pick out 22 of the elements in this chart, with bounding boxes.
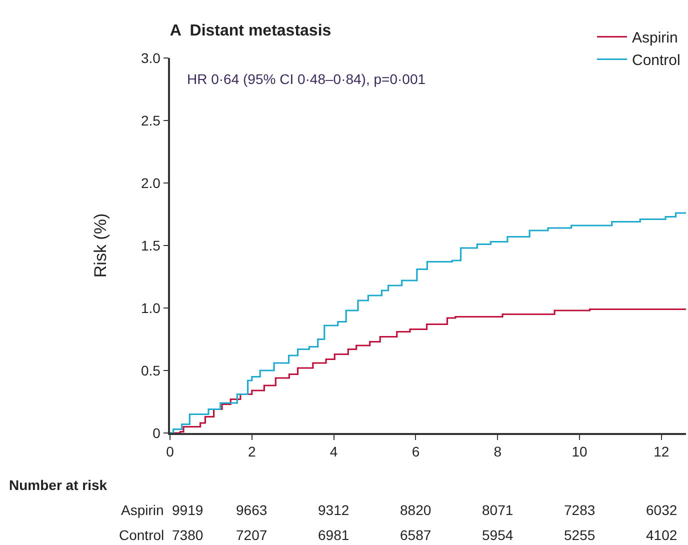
y-tick-label: 3.0 (140, 50, 161, 66)
legend-label: Control (632, 52, 680, 70)
x-tick-label: 0 (166, 444, 174, 460)
x-tick-label: 8 (494, 444, 502, 460)
y-tick-label: 0.5 (140, 362, 161, 378)
x-tick-label: 4 (330, 444, 338, 460)
y-axis-title: Risk (%) (91, 213, 110, 278)
x-tick-label: 2 (248, 444, 256, 460)
annotation: HR 0·64 (95% CI 0·48–0·84), p=0·001 (187, 71, 426, 87)
x-tick-label: 12 (654, 444, 670, 460)
text: Control 7380 7207 6981 6587 5954 5255 4102 (119, 527, 678, 543)
y-tick-label: 2.0 (140, 174, 161, 191)
chart-title: A Distant metastasis (170, 22, 332, 40)
y-tick-label: 1.5 (140, 237, 161, 254)
x-tick-label: 6 (412, 444, 420, 460)
text: Number at risk (9, 477, 108, 493)
y-tick-label: 2.5 (140, 112, 161, 128)
y-tick-label: 0 (152, 424, 161, 441)
y-tick-label: 1.0 (140, 300, 161, 316)
text: Aspirin 9919 9663 9312 8820 8071 7283 6032 (121, 502, 678, 518)
x-tick-label: 10 (572, 444, 588, 460)
legend-label: Aspirin (632, 30, 678, 47)
